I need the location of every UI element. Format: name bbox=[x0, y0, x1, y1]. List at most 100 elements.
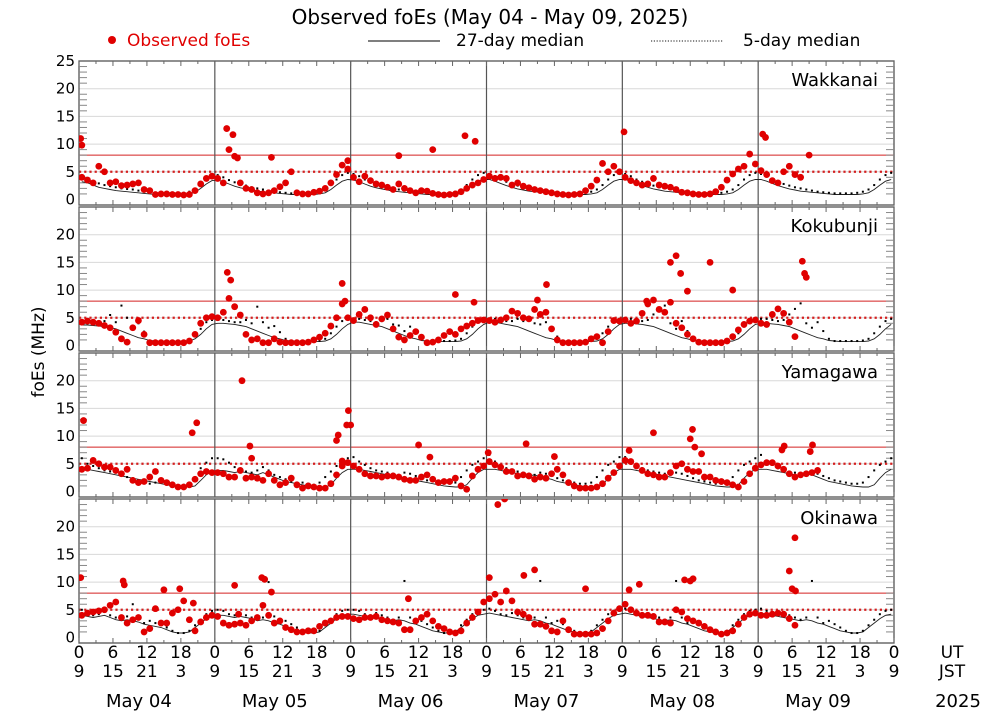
observed-point bbox=[236, 619, 244, 627]
observed-point bbox=[259, 190, 267, 198]
observed-point bbox=[350, 615, 357, 623]
median5-point bbox=[884, 609, 887, 612]
y-tick-label: 0 bbox=[65, 190, 75, 208]
y-tick-label: 0 bbox=[65, 336, 75, 354]
x-tick-label-jst: 21 bbox=[679, 662, 701, 682]
observed-point bbox=[717, 339, 725, 347]
observed-point bbox=[446, 328, 454, 336]
median5-point bbox=[409, 325, 412, 328]
observed-point bbox=[542, 308, 550, 316]
observed-point bbox=[219, 179, 227, 187]
observed-point bbox=[559, 617, 567, 625]
median5-point bbox=[358, 460, 361, 463]
observed-point bbox=[599, 625, 606, 632]
observed-point bbox=[582, 585, 589, 593]
observed-point bbox=[808, 469, 816, 477]
observed-point bbox=[344, 157, 352, 165]
observed-point bbox=[740, 614, 748, 621]
observed-point bbox=[270, 619, 278, 627]
observed-point bbox=[740, 478, 748, 485]
observed-point bbox=[746, 150, 754, 158]
y-tick-label: 15 bbox=[56, 545, 75, 563]
median5-point bbox=[290, 192, 293, 195]
observed-point bbox=[661, 182, 669, 190]
median5-point bbox=[878, 463, 881, 466]
observed-point bbox=[214, 469, 222, 477]
median5-point bbox=[409, 472, 412, 475]
observed-point bbox=[695, 468, 703, 475]
observed-point bbox=[89, 318, 97, 326]
observed-point bbox=[785, 318, 793, 326]
observed-point bbox=[118, 182, 125, 190]
observed-point bbox=[712, 339, 720, 347]
observed-point bbox=[163, 339, 171, 347]
median5-point bbox=[754, 457, 757, 460]
observed-point bbox=[168, 609, 176, 617]
observed-point bbox=[219, 619, 227, 627]
observed-point bbox=[542, 188, 550, 196]
observed-point bbox=[587, 484, 595, 492]
median5-point bbox=[358, 175, 361, 178]
observed-point bbox=[79, 611, 86, 619]
observed-point bbox=[543, 281, 550, 288]
observed-point bbox=[434, 336, 442, 344]
observed-point bbox=[129, 616, 137, 624]
observed-point bbox=[118, 614, 125, 621]
median5-point bbox=[352, 456, 355, 459]
median5-point bbox=[499, 613, 502, 616]
data-layer bbox=[79, 125, 893, 199]
observed-point bbox=[485, 458, 493, 465]
observed-point bbox=[655, 473, 663, 481]
observed-point bbox=[531, 186, 539, 193]
observed-point bbox=[746, 470, 754, 478]
median5-point bbox=[261, 466, 264, 469]
median5-point bbox=[595, 476, 598, 479]
observed-point bbox=[734, 165, 742, 173]
median5-point bbox=[839, 340, 842, 343]
observed-point bbox=[214, 175, 222, 182]
median5-point bbox=[244, 318, 247, 321]
observed-point bbox=[338, 161, 346, 169]
x-tick-label-ut: 18 bbox=[442, 643, 464, 663]
observed-point bbox=[423, 471, 431, 479]
observed-point bbox=[84, 176, 91, 184]
observed-point bbox=[621, 316, 629, 324]
observed-point bbox=[259, 601, 267, 609]
observed-point bbox=[188, 429, 196, 437]
observed-point bbox=[180, 339, 188, 347]
station-label: Wakkanai bbox=[791, 70, 878, 91]
observed-point bbox=[395, 180, 403, 188]
x-tick-label-jst: 3 bbox=[175, 662, 186, 682]
observed-point bbox=[785, 567, 793, 575]
x-tick-label-ut: 12 bbox=[272, 643, 294, 663]
observed-point bbox=[293, 339, 301, 347]
median5-point bbox=[397, 616, 400, 619]
median5-point bbox=[318, 629, 321, 632]
observed-point bbox=[344, 459, 352, 467]
median5-point bbox=[805, 322, 808, 325]
median5-point bbox=[335, 464, 338, 467]
observed-point bbox=[259, 339, 267, 347]
median5-point bbox=[397, 324, 400, 327]
median5-point bbox=[816, 616, 819, 619]
median5-point bbox=[669, 322, 672, 325]
observed-point bbox=[434, 622, 442, 630]
observed-point bbox=[638, 611, 646, 619]
median5-point bbox=[759, 317, 762, 320]
observed-point bbox=[485, 595, 493, 603]
median5-point bbox=[539, 323, 542, 326]
observed-point bbox=[474, 465, 482, 473]
observed-point bbox=[304, 190, 312, 198]
observed-point bbox=[338, 462, 346, 470]
observed-point bbox=[792, 587, 799, 595]
observed-point bbox=[757, 461, 765, 469]
median5-point bbox=[833, 340, 836, 343]
date-label: May 04 bbox=[106, 691, 172, 712]
median5-point bbox=[403, 579, 406, 582]
x-tick-label-jst: 21 bbox=[408, 662, 430, 682]
observed-point bbox=[157, 190, 165, 198]
observed-point bbox=[261, 575, 269, 583]
observed-point bbox=[780, 442, 788, 450]
observed-point bbox=[522, 440, 530, 448]
median5-point bbox=[227, 613, 230, 616]
